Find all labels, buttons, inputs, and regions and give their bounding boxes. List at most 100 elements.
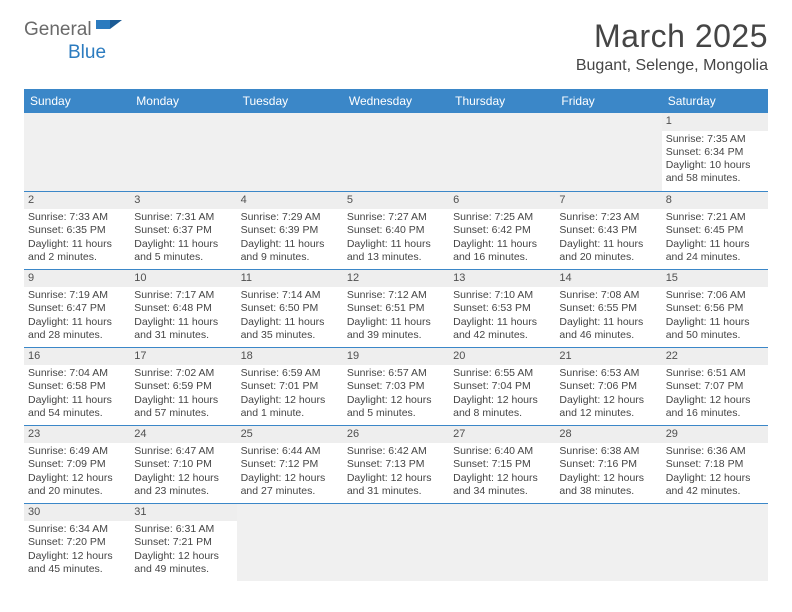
calendar-cell: 9Sunrise: 7:19 AMSunset: 6:47 PMDaylight… <box>24 269 130 347</box>
day-number: 17 <box>130 348 236 366</box>
daylight-text: Daylight: 12 hours and 8 minutes. <box>453 394 551 420</box>
sunrise-text: Sunrise: 7:02 AM <box>134 367 232 380</box>
sunset-text: Sunset: 6:51 PM <box>347 302 445 315</box>
weekday-header: Tuesday <box>237 89 343 113</box>
sunset-text: Sunset: 7:20 PM <box>28 536 126 549</box>
daylight-text: Daylight: 11 hours and 35 minutes. <box>241 316 339 342</box>
calendar-cell: 4Sunrise: 7:29 AMSunset: 6:39 PMDaylight… <box>237 191 343 269</box>
sunset-text: Sunset: 7:15 PM <box>453 458 551 471</box>
sunset-text: Sunset: 6:42 PM <box>453 224 551 237</box>
daylight-text: Daylight: 11 hours and 28 minutes. <box>28 316 126 342</box>
daylight-text: Daylight: 11 hours and 57 minutes. <box>134 394 232 420</box>
sunrise-text: Sunrise: 6:44 AM <box>241 445 339 458</box>
sunrise-text: Sunrise: 6:53 AM <box>559 367 657 380</box>
day-number: 30 <box>24 504 130 522</box>
sunrise-text: Sunrise: 7:19 AM <box>28 289 126 302</box>
sunset-text: Sunset: 6:56 PM <box>666 302 764 315</box>
calendar-cell: 3Sunrise: 7:31 AMSunset: 6:37 PMDaylight… <box>130 191 236 269</box>
page-title: March 2025 <box>576 18 768 55</box>
calendar-header-row: SundayMondayTuesdayWednesdayThursdayFrid… <box>24 89 768 113</box>
sunset-text: Sunset: 7:10 PM <box>134 458 232 471</box>
logo-text-b-wrap: Blue <box>24 42 106 64</box>
sunrise-text: Sunrise: 7:10 AM <box>453 289 551 302</box>
day-number: 7 <box>555 192 661 210</box>
daylight-text: Daylight: 11 hours and 9 minutes. <box>241 238 339 264</box>
day-number: 11 <box>237 270 343 288</box>
day-number: 20 <box>449 348 555 366</box>
day-number: 13 <box>449 270 555 288</box>
calendar-cell <box>555 503 661 581</box>
day-number: 26 <box>343 426 449 444</box>
sunset-text: Sunset: 7:04 PM <box>453 380 551 393</box>
daylight-text: Daylight: 12 hours and 23 minutes. <box>134 472 232 498</box>
day-number: 22 <box>662 348 768 366</box>
calendar-cell: 2Sunrise: 7:33 AMSunset: 6:35 PMDaylight… <box>24 191 130 269</box>
sunrise-text: Sunrise: 7:21 AM <box>666 211 764 224</box>
calendar-cell: 14Sunrise: 7:08 AMSunset: 6:55 PMDayligh… <box>555 269 661 347</box>
header: General March 2025 Bugant, Selenge, Mong… <box>0 0 792 83</box>
calendar-cell <box>555 113 661 191</box>
sunset-text: Sunset: 6:37 PM <box>134 224 232 237</box>
sunrise-text: Sunrise: 6:40 AM <box>453 445 551 458</box>
day-number: 5 <box>343 192 449 210</box>
calendar-cell: 12Sunrise: 7:12 AMSunset: 6:51 PMDayligh… <box>343 269 449 347</box>
day-number: 28 <box>555 426 661 444</box>
sunset-text: Sunset: 7:07 PM <box>666 380 764 393</box>
sunrise-text: Sunrise: 6:51 AM <box>666 367 764 380</box>
location-subtitle: Bugant, Selenge, Mongolia <box>576 57 768 75</box>
day-number: 15 <box>662 270 768 288</box>
calendar-cell <box>130 113 236 191</box>
sunset-text: Sunset: 7:21 PM <box>134 536 232 549</box>
sunset-text: Sunset: 6:58 PM <box>28 380 126 393</box>
calendar-cell <box>449 503 555 581</box>
calendar-cell: 23Sunrise: 6:49 AMSunset: 7:09 PMDayligh… <box>24 425 130 503</box>
sunrise-text: Sunrise: 7:35 AM <box>666 133 764 146</box>
calendar-cell <box>237 503 343 581</box>
sunset-text: Sunset: 6:48 PM <box>134 302 232 315</box>
daylight-text: Daylight: 11 hours and 50 minutes. <box>666 316 764 342</box>
calendar-cell: 1Sunrise: 7:35 AMSunset: 6:34 PMDaylight… <box>662 113 768 191</box>
calendar-cell: 25Sunrise: 6:44 AMSunset: 7:12 PMDayligh… <box>237 425 343 503</box>
calendar-cell: 30Sunrise: 6:34 AMSunset: 7:20 PMDayligh… <box>24 503 130 581</box>
calendar-cell <box>343 113 449 191</box>
day-number: 6 <box>449 192 555 210</box>
sunset-text: Sunset: 7:13 PM <box>347 458 445 471</box>
calendar-cell: 24Sunrise: 6:47 AMSunset: 7:10 PMDayligh… <box>130 425 236 503</box>
calendar-cell: 13Sunrise: 7:10 AMSunset: 6:53 PMDayligh… <box>449 269 555 347</box>
weekday-header: Monday <box>130 89 236 113</box>
calendar-cell: 31Sunrise: 6:31 AMSunset: 7:21 PMDayligh… <box>130 503 236 581</box>
daylight-text: Daylight: 11 hours and 39 minutes. <box>347 316 445 342</box>
daylight-text: Daylight: 12 hours and 49 minutes. <box>134 550 232 576</box>
daylight-text: Daylight: 12 hours and 34 minutes. <box>453 472 551 498</box>
daylight-text: Daylight: 11 hours and 31 minutes. <box>134 316 232 342</box>
day-number: 24 <box>130 426 236 444</box>
calendar-cell: 17Sunrise: 7:02 AMSunset: 6:59 PMDayligh… <box>130 347 236 425</box>
sunrise-text: Sunrise: 7:12 AM <box>347 289 445 302</box>
day-number: 9 <box>24 270 130 288</box>
weekday-header: Friday <box>555 89 661 113</box>
weekday-header: Thursday <box>449 89 555 113</box>
daylight-text: Daylight: 11 hours and 54 minutes. <box>28 394 126 420</box>
calendar-cell: 19Sunrise: 6:57 AMSunset: 7:03 PMDayligh… <box>343 347 449 425</box>
sunrise-text: Sunrise: 6:38 AM <box>559 445 657 458</box>
sunrise-text: Sunrise: 7:08 AM <box>559 289 657 302</box>
weekday-header: Wednesday <box>343 89 449 113</box>
calendar-cell: 6Sunrise: 7:25 AMSunset: 6:42 PMDaylight… <box>449 191 555 269</box>
flag-icon <box>96 18 122 41</box>
day-number: 25 <box>237 426 343 444</box>
day-number: 16 <box>24 348 130 366</box>
daylight-text: Daylight: 12 hours and 42 minutes. <box>666 472 764 498</box>
daylight-text: Daylight: 12 hours and 12 minutes. <box>559 394 657 420</box>
day-number: 3 <box>130 192 236 210</box>
sunrise-text: Sunrise: 6:57 AM <box>347 367 445 380</box>
day-number: 4 <box>237 192 343 210</box>
sunset-text: Sunset: 6:40 PM <box>347 224 445 237</box>
sunset-text: Sunset: 6:34 PM <box>666 146 764 159</box>
calendar-body: 1Sunrise: 7:35 AMSunset: 6:34 PMDaylight… <box>24 113 768 581</box>
sunset-text: Sunset: 7:12 PM <box>241 458 339 471</box>
calendar-cell <box>343 503 449 581</box>
daylight-text: Daylight: 11 hours and 16 minutes. <box>453 238 551 264</box>
daylight-text: Daylight: 11 hours and 5 minutes. <box>134 238 232 264</box>
sunrise-text: Sunrise: 7:27 AM <box>347 211 445 224</box>
day-number: 2 <box>24 192 130 210</box>
